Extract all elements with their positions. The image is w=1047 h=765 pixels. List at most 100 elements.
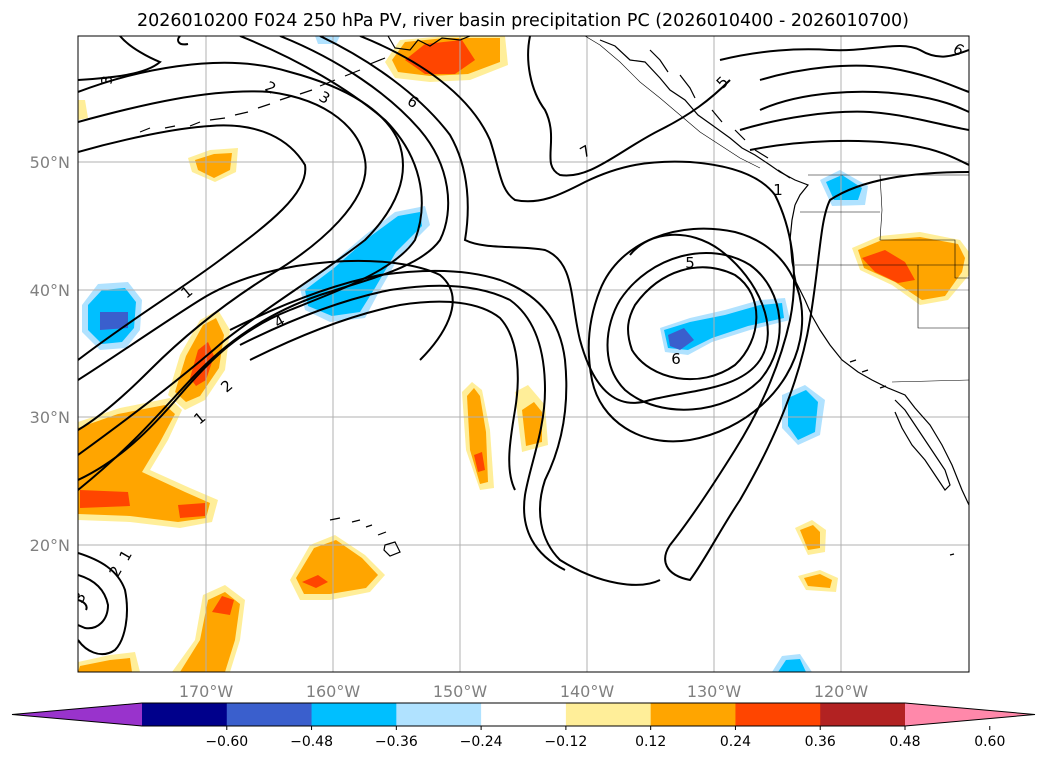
pv-contour-18 [719,44,969,61]
precip-region-145w-mid [522,402,542,446]
colorbar-tick-label: 0.36 [805,734,836,750]
pv-label: 1 [773,181,783,199]
pv-contour-14 [627,266,758,381]
precip-region-122w-17n-mid [804,574,832,588]
southeast-alaska-coast [599,39,809,206]
colorbar-extension-max [905,703,1035,726]
hawaii-islands [329,517,401,557]
precip-region-misc-left [78,100,88,120]
map-frame [77,35,970,673]
longitude-label: 170°W [179,682,234,701]
political-borders [584,36,969,383]
latitude-label: 30°N [30,408,70,427]
pv-contour-13 [249,300,519,491]
pv-contour-10 [78,259,454,381]
pv-contour-17 [527,36,731,177]
pv-contour-5 [177,36,189,46]
pv-contour-22 [759,90,969,113]
precip-region-sw-dark [80,490,130,508]
latitude-label: 40°N [30,281,70,300]
pv-contour-8 [319,36,769,404]
colorbar-tick-label: −0.36 [375,734,418,750]
pv-contours [78,36,969,656]
colorbar-tick-label: −0.12 [544,734,587,750]
colorbar-bin [481,703,567,726]
colorbar-bin [650,703,736,726]
pv-label: 3 [98,75,116,85]
longitude-label: 160°W [306,682,361,701]
pv-contour-16 [587,227,804,443]
colorbar-bin [820,703,906,726]
pv-contour-20 [749,139,969,166]
pv-contour-21 [759,64,969,93]
colorbar-bin [565,703,652,726]
precip-region-122w-22n-mid [800,525,820,550]
idaho-border [879,174,969,279]
precip-neg-133w-37n-mid [664,303,784,350]
colorbar-tick-label: 0.24 [720,734,751,750]
pv-contour-11 [229,269,661,586]
precip-neg-175w-38n-dark [100,312,128,330]
colorbar-bin [311,703,397,726]
precip-region-top-dark [405,40,475,74]
colorbar-tick-label: 0.48 [889,734,920,750]
precip-region-sw-dark2 [178,503,205,518]
pv-contour-1 [78,124,307,361]
precip-region-148w-dark [474,452,485,472]
pv-label: 5 [685,254,695,272]
longitude-label: 150°W [433,682,488,701]
pv-contour-25 [78,599,88,611]
figure-title: 2026010200 F024 250 hPa PV, river basin … [137,11,909,31]
longitude-label: 120°W [814,682,869,701]
pv-label: 6 [671,350,681,368]
precip-region-170w-50n-mid [195,153,232,178]
colorbar-tick-label: 0.60 [974,734,1005,750]
longitude-labels: 170°W 160°W 150°W 140°W 130°W 120°W [179,682,869,701]
mexico-islands [949,553,955,556]
precip-region-south-dark [212,596,234,615]
precip-neg-125w-31n-mid [788,390,818,440]
us-mexico-border [891,379,969,383]
longitude-label: 130°W [687,682,742,701]
precip-neg-121w-49n-mid [826,175,862,200]
baja-california [894,399,951,491]
pv-contour-6 [78,36,423,481]
colorbar-bin [396,703,482,726]
colorbar-tick-label: −0.60 [205,734,248,750]
colorbar-extension-min [12,703,142,726]
alaska-canada-border [584,36,761,169]
precip-region-hawaii-dark [302,575,328,588]
pv-contour-2 [78,90,367,431]
colorbar-tick-label: −0.24 [460,734,503,750]
precip-region-california-dark [862,250,915,283]
pv-contour-4 [78,36,162,81]
colorbar-tick-label: 0.12 [635,734,666,750]
pv-contour-19 [739,110,969,131]
longitude-label: 140°W [560,682,615,701]
latitude-label: 20°N [30,536,70,555]
latitude-labels: 50°N 40°N 30°N 20°N [30,153,70,555]
pv-label: 3 [69,589,89,606]
ca-nv-border [917,265,969,329]
colorbar-bin [226,703,313,726]
pv-contour-3 [78,61,404,456]
colorbar-bin [142,703,228,726]
colorbar: −0.60 −0.48 −0.36 −0.24 −0.12 0.12 0.24 0.36 0.4… [11,702,1036,750]
pv-contour-9 [359,36,969,582]
pv-contour-12 [239,284,566,571]
colorbar-tick-label: −0.48 [290,734,333,750]
colorbar-bin [735,703,821,726]
precip-neg-bottom-mid [778,659,806,672]
precip-positive-shading [78,36,969,672]
pv-contour-15 [606,251,781,411]
pv-contour-23 [78,552,128,656]
california-channel-islands [849,359,887,389]
colorbar-outline [11,702,1036,727]
precip-neg-133w-37n-dark [668,328,694,350]
latitude-label: 50°N [30,153,70,172]
precip-region-bottom-left-mid [78,658,132,672]
pv-contour-24 [78,574,110,630]
alaska-coast [387,36,471,51]
